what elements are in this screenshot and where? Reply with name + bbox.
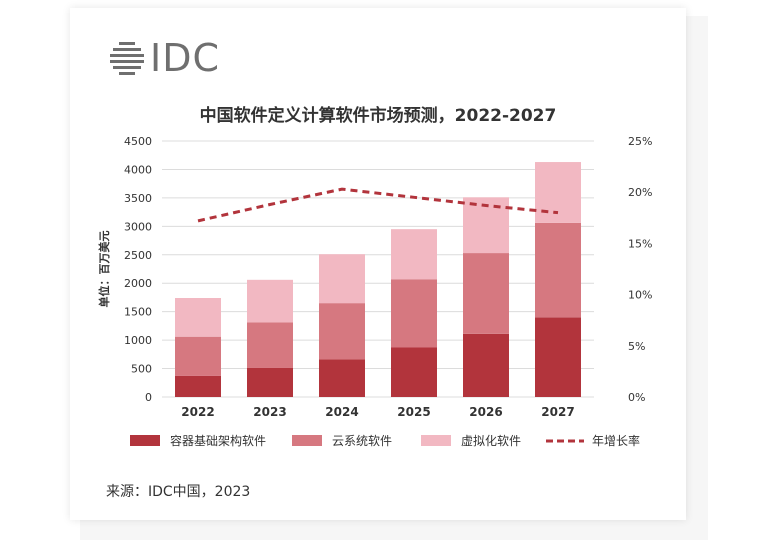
legend-swatch [421,435,451,446]
bar-segment [319,303,365,360]
y2-tick-label: 15% [628,237,652,250]
x-tick-label: 2026 [469,405,502,419]
legend-label: 容器基础架构软件 [170,433,266,448]
idc-logo: IDC [108,36,221,80]
idc-globe-icon [110,42,144,75]
growth-rate-line [197,187,559,223]
y-tick-label: 4500 [124,135,152,148]
bar-segment [319,254,365,304]
y2-tick-label: 0% [628,391,645,404]
bar-segment [175,336,221,376]
source-note: 来源：IDC中国，2023 [106,484,251,500]
bar-segment [535,317,581,397]
y-tick-label: 2500 [124,249,152,262]
y-tick-label: 500 [131,363,152,376]
y2-tick-label: 20% [628,186,652,199]
bar-segment [247,279,293,323]
bar-segment [247,322,293,368]
legend-label: 虚拟化软件 [461,434,521,448]
y2-tick-label: 10% [628,289,652,302]
y-tick-label: 3000 [124,220,152,233]
x-tick-label: 2025 [397,405,430,419]
y-tick-label: 2000 [124,277,152,290]
bar-segment [175,298,221,337]
bar-segment [391,347,437,397]
bar-segment [319,359,365,397]
bar-segment [391,229,437,280]
chart-card [70,8,686,520]
y2-tick-label: 25% [628,135,652,148]
x-tick-label: 2024 [325,405,358,419]
bar-segment [175,375,221,397]
y2-tick-label: 5% [628,340,645,353]
legend-swatch [130,435,160,446]
logo-text: IDC [150,36,221,80]
bar-segment [463,333,509,397]
legend-swatch [292,435,322,446]
bar-segment [535,222,581,318]
bar-segment [391,279,437,348]
legend-label: 年增长率 [592,433,640,448]
chart-title: 中国软件定义计算软件市场预测，2022-2027 [199,106,557,126]
bar-segment [247,367,293,397]
bar-segment [535,162,581,223]
x-tick-label: 2022 [181,405,214,419]
legend-label: 云系统软件 [332,434,392,448]
y-tick-label: 4000 [124,163,152,176]
x-tick-label: 2027 [541,405,574,419]
y-axis-label: 单位：百万美元 [97,231,111,308]
y-tick-label: 3500 [124,192,152,205]
x-tick-label: 2023 [253,405,286,419]
y-tick-label: 1500 [124,306,152,319]
y-tick-label: 0 [145,391,152,404]
y-tick-label: 1000 [124,334,152,347]
bar-segment [463,253,509,334]
